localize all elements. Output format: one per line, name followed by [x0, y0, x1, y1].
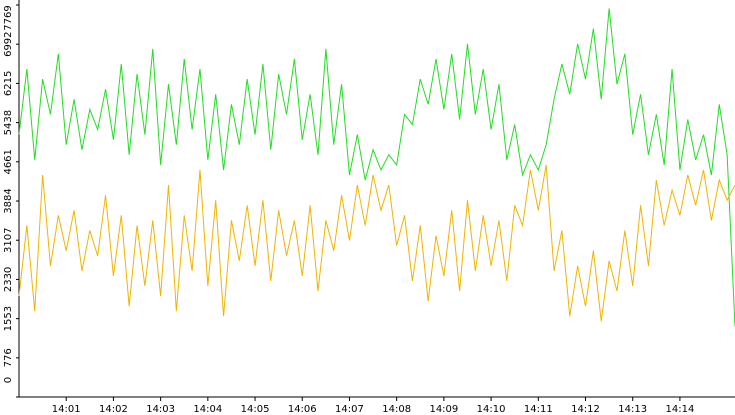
- y-tick-label: 2330: [3, 267, 14, 292]
- x-tick-label: 14:05: [241, 404, 270, 415]
- y-tick-label: 7769: [3, 5, 14, 30]
- series-line: [18, 8, 735, 327]
- y-tick-label: 3884: [3, 188, 14, 213]
- y-tick-label: 5438: [3, 110, 14, 135]
- x-tick-label: 14:02: [99, 404, 128, 415]
- x-tick-label: 14:06: [288, 404, 317, 415]
- x-tick-label: 14:09: [429, 404, 458, 415]
- x-tick-label: 14:10: [477, 404, 506, 415]
- x-tick-label: 14:07: [335, 404, 364, 415]
- y-tick-label: 776: [3, 348, 14, 367]
- y-tick-label: 4661: [3, 149, 14, 174]
- y-tick-label: 0: [3, 377, 14, 383]
- series-line: [18, 164, 735, 322]
- x-tick-label: 14:14: [666, 404, 695, 415]
- x-tick-label: 14:08: [382, 404, 411, 415]
- x-tick-label: 14:12: [571, 404, 600, 415]
- x-tick-label: 14:11: [524, 404, 553, 415]
- x-tick-label: 14:13: [618, 404, 647, 415]
- y-tick-label: 6992: [3, 31, 14, 56]
- y-tick-label: 6215: [3, 71, 14, 96]
- x-tick-label: 14:01: [52, 404, 81, 415]
- y-tick-label: 1553: [3, 306, 14, 331]
- x-tick-label: 14:04: [193, 404, 222, 415]
- y-tick-label: 3107: [3, 228, 14, 253]
- x-tick-label: 14:03: [146, 404, 175, 415]
